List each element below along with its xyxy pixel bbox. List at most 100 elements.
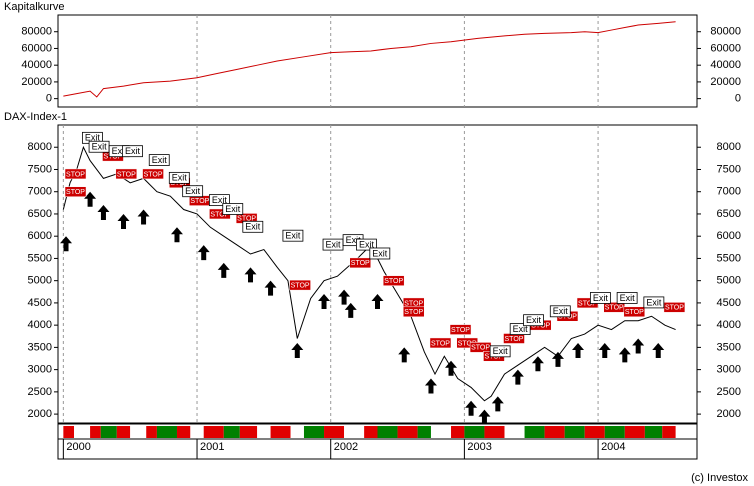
strip-segment — [662, 426, 676, 438]
stop-marker — [115, 168, 138, 180]
exit-label: Exit — [646, 297, 662, 307]
y-tick-label: 20000 — [21, 76, 52, 88]
footer: (c) Investox — [691, 472, 748, 484]
exit-marker — [589, 292, 611, 304]
y-tick-label: 60000 — [21, 42, 52, 54]
entry-arrow — [551, 351, 564, 367]
y-tick-label: 5000 — [717, 275, 741, 287]
y-tick-label: 6000 — [28, 230, 52, 242]
exit-label: Exit — [493, 346, 509, 356]
stop-label: STOP — [404, 300, 423, 307]
entry-arrow — [491, 396, 504, 412]
y-tick-label: 7500 — [28, 163, 52, 175]
entry-arrow — [264, 280, 277, 296]
exit-marker — [549, 305, 571, 318]
strip-segment — [624, 426, 645, 438]
strip-segment — [397, 426, 418, 438]
y-tick-label: 2500 — [717, 386, 741, 398]
exit-label: Exit — [285, 231, 301, 241]
stop-marker — [64, 168, 87, 180]
strip-segment — [564, 426, 585, 438]
exit-label: Exit — [620, 293, 636, 303]
entry-arrow — [618, 347, 631, 363]
strip-segment — [203, 426, 224, 438]
y-tick-label: 2000 — [28, 408, 52, 420]
exit-marker — [643, 296, 665, 309]
exit-label: Exit — [326, 239, 342, 249]
exit-label: Exit — [185, 186, 201, 196]
strip-segment — [604, 426, 625, 438]
plot-frame — [57, 14, 698, 108]
exit-marker — [523, 314, 544, 327]
strip-segment — [290, 426, 304, 438]
strip-segment — [544, 426, 565, 438]
strip-segment — [364, 426, 378, 438]
y-tick-label: 7000 — [28, 186, 52, 198]
stop-label: STOP — [665, 305, 684, 312]
strip-segment — [584, 426, 605, 438]
exit-marker — [222, 203, 244, 215]
entry-arrow — [97, 205, 110, 221]
y-tick-label: 3500 — [717, 341, 741, 353]
y-tick-label: 5000 — [28, 275, 52, 287]
strip-segment — [146, 426, 157, 438]
stop-label: STOP — [190, 198, 209, 205]
stop-marker — [289, 279, 311, 291]
entry-arrow — [511, 369, 524, 385]
strip-segment — [524, 426, 545, 438]
exit-label: Exit — [372, 248, 388, 258]
exit-marker — [122, 145, 143, 158]
exit-label: Exit — [125, 146, 141, 156]
entry-arrow — [217, 262, 230, 278]
strip-segment — [100, 426, 117, 438]
entry-arrow — [137, 209, 150, 225]
stop-marker — [382, 275, 405, 286]
data-line — [63, 21, 676, 98]
stop-marker — [449, 324, 472, 335]
y-tick-label: 5500 — [28, 252, 52, 264]
exit-marker — [242, 220, 264, 233]
y-tick-label: 6000 — [717, 230, 741, 242]
entry-arrow — [291, 342, 304, 358]
strip-segment — [504, 426, 525, 438]
exit-marker — [509, 323, 531, 335]
strip-segment — [90, 426, 101, 438]
y-tick-label: 8000 — [717, 141, 741, 153]
exit-label: Exit — [92, 142, 108, 152]
plot-frame — [57, 124, 698, 424]
exit-marker — [489, 345, 511, 358]
strip-segment — [130, 426, 147, 438]
exit-marker — [616, 292, 638, 304]
panel-title: DAX-Index-1 — [4, 111, 67, 123]
stop-marker — [64, 186, 87, 197]
y-tick-label: 3500 — [28, 341, 52, 353]
y-tick-label: 60000 — [710, 42, 741, 54]
strip-segment — [324, 426, 345, 438]
strip-segment — [176, 426, 191, 438]
strip-segment — [644, 426, 663, 438]
exit-label: Exit — [593, 293, 609, 303]
y-tick-label: 4000 — [28, 319, 52, 331]
strip-segment — [451, 426, 465, 438]
y-tick-label: 3000 — [28, 364, 52, 376]
exit-label: Exit — [152, 155, 168, 165]
y-tick-label: 5500 — [717, 252, 741, 264]
stop-marker — [402, 306, 425, 318]
stop-label: STOP — [66, 171, 85, 178]
strip-segment — [156, 426, 177, 438]
exit-label: Exit — [172, 173, 188, 183]
entry-arrow — [244, 267, 257, 283]
entry-arrow — [84, 191, 97, 207]
entry-arrow — [60, 236, 73, 252]
entry-arrow — [598, 342, 611, 358]
x-tick-label: 2001 — [200, 441, 224, 453]
exit-label: Exit — [346, 235, 362, 245]
y-tick-label: 0 — [735, 93, 741, 105]
stop-label: STOP — [117, 171, 136, 178]
strip-segment — [63, 426, 75, 438]
strip-segment — [417, 426, 431, 438]
stop-label: STOP — [237, 216, 256, 223]
stop-label: STOP — [404, 309, 423, 316]
stop-label: STOP — [144, 171, 163, 178]
x-tick-label: 2003 — [467, 441, 491, 453]
